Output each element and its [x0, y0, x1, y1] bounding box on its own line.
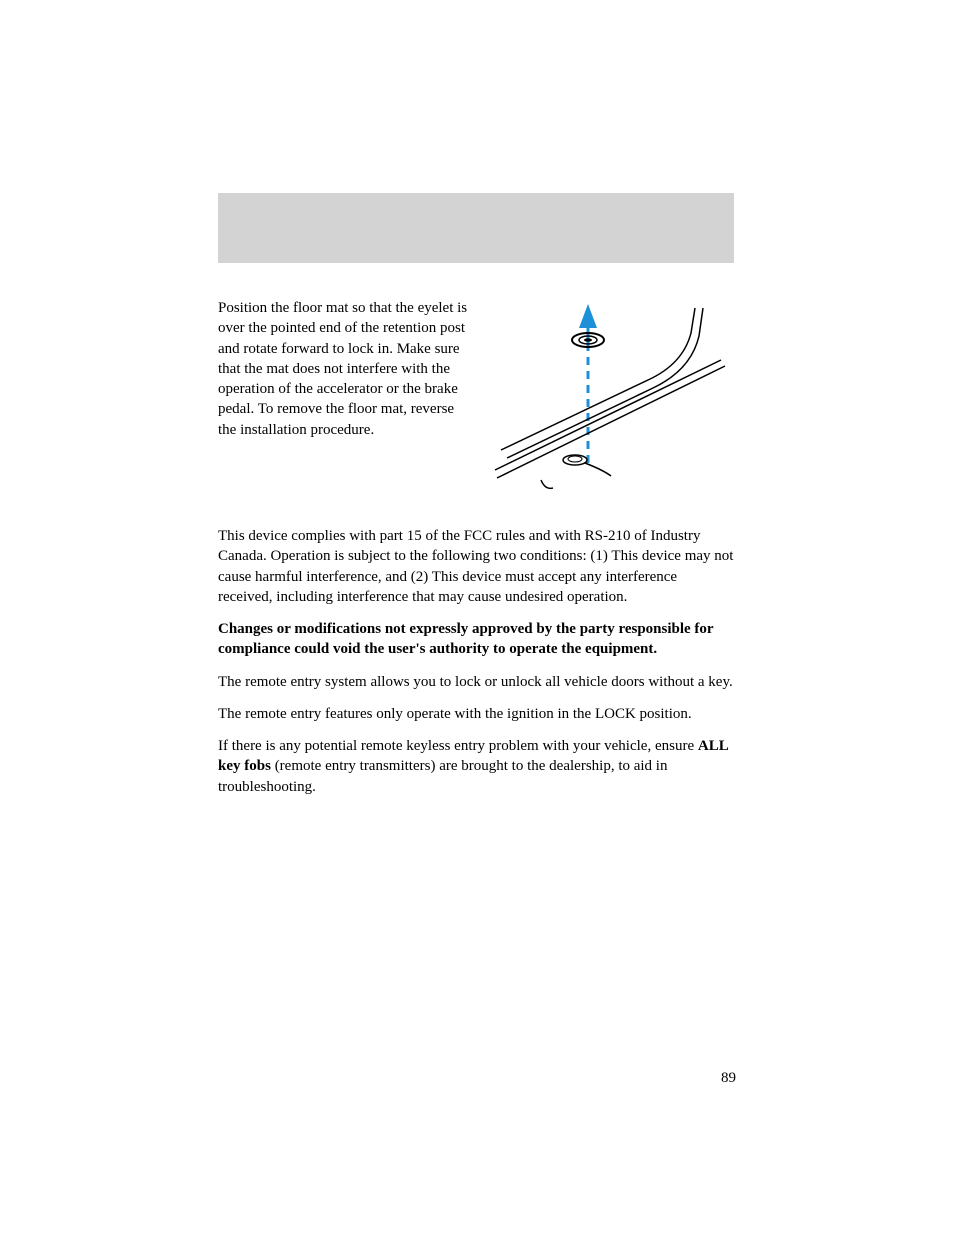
remote-p3-part-b: (remote entry transmitters) are brought … — [218, 758, 667, 794]
content-area: Position the floor mat so that the eyele… — [218, 298, 734, 809]
remote-entry-p2: The remote entry features only operate w… — [218, 704, 734, 724]
page-number: 89 — [721, 1070, 736, 1087]
fcc-compliance-text: This device complies with part 15 of the… — [218, 526, 734, 607]
remote-entry-p1: The remote entry system allows you to lo… — [218, 672, 734, 692]
header-bar — [218, 193, 734, 263]
remote-p3-part-a: If there is any potential remote keyless… — [218, 738, 698, 754]
remote-entry-p3: If there is any potential remote keyless… — [218, 736, 734, 797]
modification-warning-text: Changes or modifications not expressly a… — [218, 619, 734, 660]
floor-mat-text: Position the floor mat so that the eyele… — [218, 298, 473, 498]
floor-mat-diagram-icon — [493, 298, 733, 498]
floor-mat-section: Position the floor mat so that the eyele… — [218, 298, 734, 498]
page: Position the floor mat so that the eyele… — [0, 0, 954, 1235]
floor-mat-illustration — [493, 298, 734, 498]
